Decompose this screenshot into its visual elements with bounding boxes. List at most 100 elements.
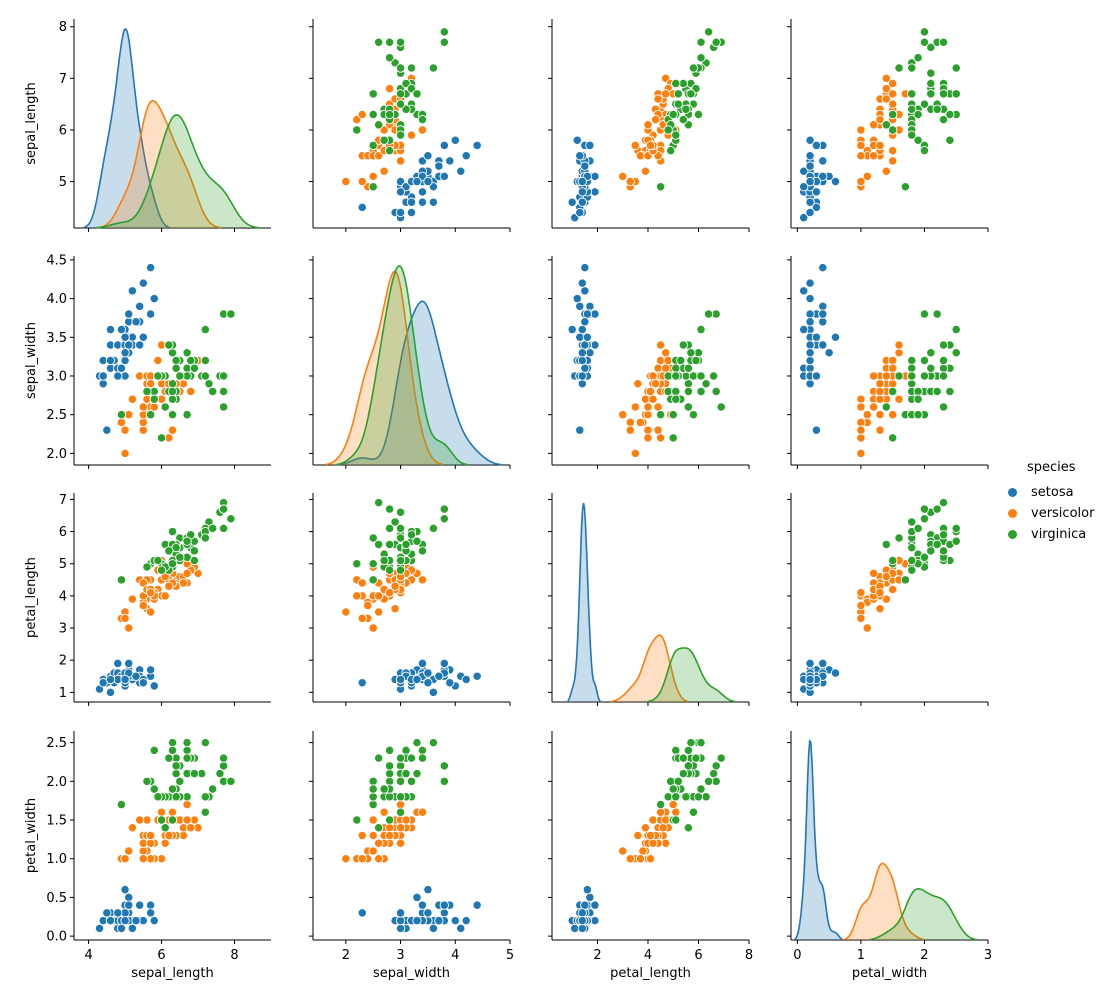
point-versicolor (856, 613, 866, 624)
point-setosa (138, 678, 148, 688)
point-versicolor (341, 607, 351, 617)
point-virginica (907, 89, 917, 99)
point-virginica (189, 546, 200, 556)
point-virginica (167, 379, 178, 389)
point-setosa (395, 187, 406, 197)
point-virginica (696, 324, 706, 335)
point-setosa (811, 202, 822, 213)
point-setosa (811, 187, 822, 197)
point-virginica (417, 546, 428, 556)
point-setosa (395, 915, 406, 926)
point-virginica (671, 363, 681, 373)
point-virginica (412, 536, 422, 546)
point-versicolor (875, 379, 885, 389)
point-virginica (907, 63, 917, 73)
point-virginica (384, 745, 395, 756)
point-virginica (919, 371, 930, 381)
point-virginica (938, 355, 949, 366)
point-virginica (167, 737, 178, 748)
y-tick-label: 2.0 (46, 447, 67, 462)
point-virginica (204, 379, 214, 389)
point-versicolor (138, 600, 148, 611)
point-virginica (200, 792, 210, 802)
point-setosa (434, 915, 444, 926)
y-tick-label: 5 (59, 557, 67, 572)
point-setosa (357, 678, 367, 688)
point-virginica (932, 539, 942, 550)
point-versicolor (875, 114, 885, 125)
point-versicolor (881, 73, 891, 83)
point-versicolor (145, 607, 156, 617)
point-setosa (580, 317, 590, 327)
point-versicolor (862, 410, 872, 420)
point-versicolor (868, 120, 879, 130)
point-virginica (395, 37, 406, 47)
point-virginica (384, 145, 395, 156)
point-setosa (450, 915, 460, 926)
y-tick-label: 2 (59, 654, 67, 669)
point-setosa (120, 348, 130, 358)
point-versicolor (120, 425, 130, 435)
point-versicolor (894, 348, 904, 358)
point-setosa (423, 176, 433, 187)
point-setosa (417, 900, 428, 910)
point-virginica (160, 823, 170, 833)
point-virginica (207, 784, 218, 794)
point-versicolor (406, 130, 417, 140)
point-virginica (374, 497, 384, 508)
point-versicolor (856, 425, 866, 435)
point-setosa (120, 332, 130, 342)
point-setosa (590, 900, 600, 910)
x-tick-label: 4 (644, 948, 652, 963)
point-setosa (811, 425, 822, 435)
point-versicolor (374, 854, 384, 864)
point-virginica (691, 355, 701, 366)
point-virginica (926, 42, 936, 53)
kde-line-versicolor (843, 862, 925, 941)
point-virginica (395, 792, 406, 802)
point-setosa (138, 278, 148, 288)
point-virginica (938, 363, 949, 373)
kde-line-setosa (794, 739, 843, 940)
point-virginica (368, 89, 378, 99)
point-virginica (428, 737, 439, 748)
point-virginica (913, 109, 923, 120)
point-virginica (691, 753, 701, 763)
point-setosa (439, 140, 449, 151)
point-versicolor (894, 394, 904, 404)
point-virginica (683, 761, 694, 771)
point-setosa (799, 166, 809, 176)
point-setosa (105, 355, 116, 366)
point-setosa (830, 668, 841, 678)
point-versicolor (138, 417, 148, 428)
point-virginica (200, 371, 210, 381)
point-virginica (683, 823, 694, 833)
kde-fill-setosa (567, 503, 601, 702)
point-virginica (167, 394, 178, 404)
point-virginica (401, 768, 411, 779)
point-setosa (102, 908, 112, 918)
point-virginica (703, 27, 714, 37)
point-versicolor (368, 171, 378, 182)
point-setosa (577, 324, 587, 335)
point-virginica (182, 348, 192, 358)
point-virginica (175, 371, 185, 381)
point-virginica (167, 386, 178, 397)
point-setosa (580, 363, 590, 373)
point-virginica (116, 799, 127, 810)
point-virginica (156, 433, 167, 443)
point-versicolor (341, 854, 351, 864)
point-setosa (417, 658, 428, 669)
point-versicolor (881, 84, 891, 94)
point-setosa (577, 355, 587, 366)
point-setosa (423, 885, 433, 895)
point-virginica (913, 135, 923, 145)
point-virginica (696, 784, 706, 794)
point-setosa (572, 293, 582, 304)
point-setosa (445, 156, 455, 166)
point-virginica (894, 371, 904, 381)
point-setosa (124, 309, 134, 319)
point-virginica (207, 523, 218, 534)
point-versicolor (625, 854, 635, 864)
point-versicolor (888, 363, 898, 373)
